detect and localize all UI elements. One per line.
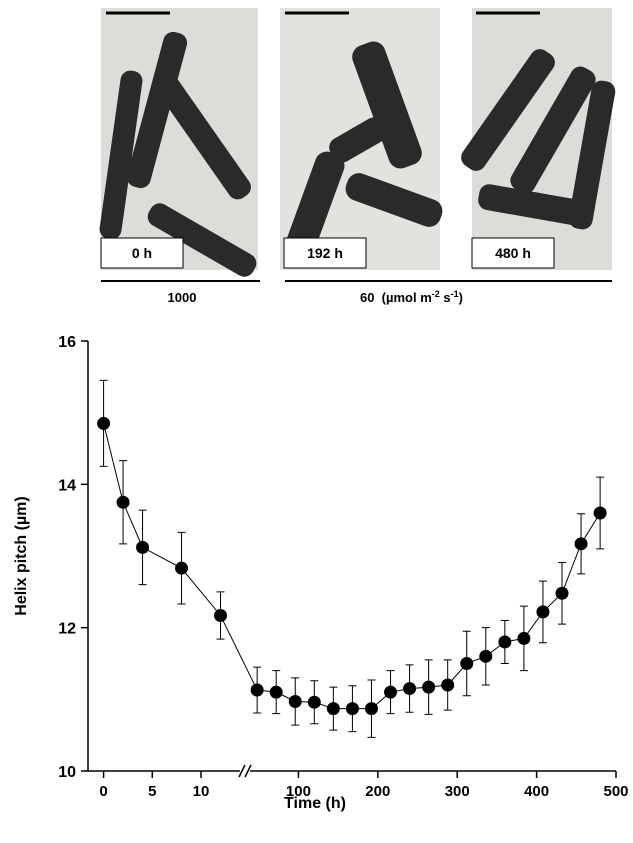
light-label-sup: -2 xyxy=(432,289,440,299)
light-label-part: 60 (µmol m xyxy=(360,290,432,305)
point xyxy=(574,537,588,551)
panel-label: 480 h xyxy=(495,245,531,261)
point xyxy=(345,702,359,716)
point xyxy=(97,416,111,430)
label-boxes xyxy=(100,237,555,269)
point xyxy=(403,682,417,696)
point xyxy=(307,695,321,709)
x-tick-label: 500 xyxy=(603,783,628,800)
light-label: 60 (µmol m-2 s-1) xyxy=(360,289,463,305)
point xyxy=(498,635,512,649)
point xyxy=(136,540,150,554)
point xyxy=(517,631,531,645)
x-tick-label: 0 xyxy=(99,783,107,800)
point xyxy=(288,694,302,708)
x-axis-label: Time (h) xyxy=(284,795,346,812)
point xyxy=(479,649,493,663)
plot: 10 12 14 16 0 5 10 100 200 300 400 500 xyxy=(58,334,628,800)
x-tick-label: 300 xyxy=(445,783,470,800)
light-label: 1000 xyxy=(168,290,197,305)
x-tick-label: 100 xyxy=(286,783,311,800)
point xyxy=(441,678,455,692)
y-tick-label: 16 xyxy=(58,334,76,351)
point xyxy=(116,495,130,509)
point xyxy=(364,702,378,716)
point xyxy=(214,608,228,622)
point xyxy=(460,657,474,670)
panel-label: 0 h xyxy=(132,245,152,261)
point xyxy=(384,685,398,699)
point xyxy=(269,685,283,699)
y-tick-label: 12 xyxy=(58,621,76,638)
axis-break xyxy=(244,764,252,778)
point xyxy=(593,506,607,520)
x-tick-label: 200 xyxy=(365,783,390,800)
point xyxy=(326,702,340,716)
point xyxy=(250,683,264,697)
x-tick-label: 5 xyxy=(148,783,156,800)
y-tick-label: 10 xyxy=(58,764,76,781)
point xyxy=(555,586,569,600)
point xyxy=(422,680,436,694)
light-label-part: s xyxy=(440,290,451,305)
point xyxy=(175,561,189,575)
y-tick-label: 14 xyxy=(58,477,76,494)
filaments xyxy=(99,31,616,277)
point xyxy=(536,605,550,619)
panel-label: 192 h xyxy=(307,245,343,261)
y-axis-label: Helix pitch (µm) xyxy=(13,496,30,615)
x-tick-label: 10 xyxy=(193,783,210,800)
axis-break xyxy=(238,764,246,778)
micrographs: 0 h 192 h 480 h 1000 60 (µmol m-2 s-1) xyxy=(99,8,616,305)
light-label-sup: -1 xyxy=(451,289,459,299)
x-tick-label: 400 xyxy=(524,783,549,800)
light-label-part: ) xyxy=(459,290,463,305)
